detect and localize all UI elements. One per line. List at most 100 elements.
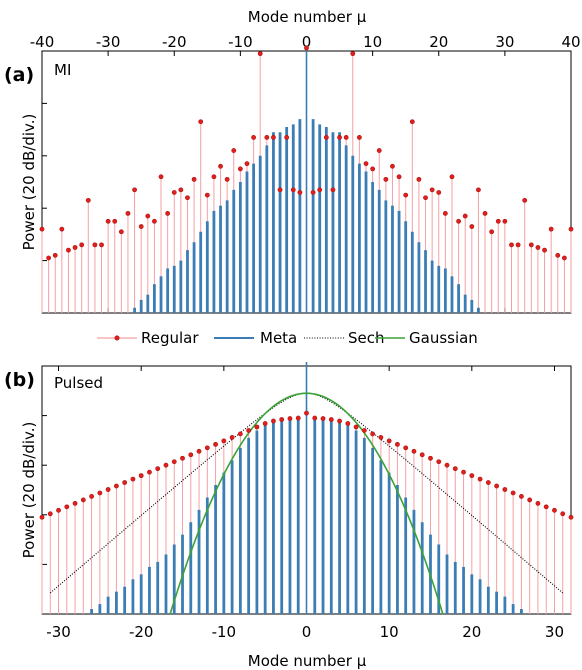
panel-a-regular-marker <box>99 242 104 248</box>
panel-a-regular-marker <box>396 174 402 180</box>
panel-a-regular-marker <box>284 135 290 140</box>
panel-a-regular-marker <box>456 218 461 224</box>
panel-b-xlabel: Mode number μ <box>248 652 367 670</box>
panel-b-regular-marker <box>105 487 111 492</box>
panel-b-regular-marker <box>39 514 45 520</box>
panel-a-regular-marker <box>112 218 118 224</box>
panel-a-meta-series <box>133 47 480 313</box>
panel-b-regular-marker <box>527 497 533 503</box>
panel-a-regular-marker <box>152 218 157 224</box>
panel-b-regular-marker <box>221 438 227 444</box>
panel-a-regular-marker <box>509 242 514 248</box>
panel-b-regular-marker <box>436 459 442 465</box>
panel-b-regular-marker <box>72 500 78 506</box>
panel-b-regular-marker <box>395 441 400 447</box>
panel-a-regular-marker <box>495 218 501 224</box>
legend-label-gaussian: Gaussian <box>409 329 478 347</box>
panel-b-regular-marker <box>312 415 318 421</box>
panel-a-regular-marker <box>390 163 395 169</box>
panel-a-regular-marker <box>165 211 171 216</box>
legend-label-regular: Regular <box>141 329 199 347</box>
panel-a-regular-marker <box>515 242 521 248</box>
panel-a-regular-marker <box>125 211 131 216</box>
panel-b-regular-marker <box>345 421 351 426</box>
panel-a-regular-marker <box>138 224 144 229</box>
panel-a-regular-marker <box>542 247 547 253</box>
panel-a-xtick-label: 40 <box>561 33 580 51</box>
panel-a-regular-marker <box>224 176 230 182</box>
panel-b-regular-marker <box>535 500 541 506</box>
panel-a-regular-marker <box>244 161 250 167</box>
panel-a-regular-marker <box>469 224 475 229</box>
panel-b-regular-marker <box>171 459 177 465</box>
panel-a-regular-marker <box>132 187 137 193</box>
panel-a-regular-marker <box>158 174 164 180</box>
panel-a-regular-marker <box>429 187 435 193</box>
panel-b-regular-marker <box>568 514 574 520</box>
panel-b-ylabel: Power (20 dB/div.) <box>20 422 38 559</box>
panel-a-regular-marker <box>317 187 323 193</box>
panel-b-regular-marker <box>271 418 276 424</box>
panel-a-regular-marker <box>271 135 276 140</box>
panel-a-xtick-label: 20 <box>429 33 448 51</box>
panel-a-regular-marker <box>39 226 45 232</box>
legend-item-gaussian: Gaussian <box>375 329 478 347</box>
panel-a-xtick-label: 30 <box>495 33 514 51</box>
panel-a-regular-marker <box>449 174 455 180</box>
panel-b-regular-marker <box>138 473 144 479</box>
panel-a-regular-marker <box>264 135 270 140</box>
panel-a-regular-marker <box>290 187 296 193</box>
panel-b-regular-marker <box>64 504 70 510</box>
panel-a-regular-marker <box>85 197 91 203</box>
panel-a-regular-marker <box>376 148 382 153</box>
panel-a-regular-marker <box>409 119 415 125</box>
panel-b-regular-marker <box>163 462 169 468</box>
panel-b-regular-marker <box>130 476 136 482</box>
panel-b-regular-marker <box>229 435 235 440</box>
panel-a-regular-markers <box>39 45 574 261</box>
panel-b-regular-marker <box>97 490 103 496</box>
panel-a-regular-marker <box>350 51 356 57</box>
panel-b-regular-marker <box>155 466 161 472</box>
panel-b-regular-marker <box>262 421 268 426</box>
panel-b-regular-marker <box>519 494 524 499</box>
panel-a-regular-marker <box>489 229 495 235</box>
panel-b-regular-marker <box>80 497 86 503</box>
panel-a-regular-marker <box>171 190 177 195</box>
panel-a-xtick-label: -40 <box>30 33 55 51</box>
panel-a-ylabel: Power (20 dB/div.) <box>20 114 38 251</box>
panel-b-regular-marker <box>510 490 516 496</box>
panel-a-regular-marker <box>178 187 184 193</box>
panel-b-regular-marker <box>113 483 119 489</box>
panel-a-regular-marker <box>92 242 98 248</box>
panel-a-regular-marker <box>46 255 52 261</box>
panel-a-regular-marker <box>118 229 124 235</box>
panel-b-regular-marker <box>361 428 367 433</box>
panel-b-regular-marker <box>180 455 185 461</box>
panel-b-regular-marker <box>47 511 53 517</box>
panel-a-regular-marker <box>555 252 561 258</box>
panel-a-regular-marker <box>185 195 190 201</box>
panel-a-regular-marker <box>59 226 65 232</box>
panel-a-xtick-label: 10 <box>363 33 382 51</box>
panel-b-regular-marker <box>320 416 326 421</box>
panel-b-regular-marker <box>237 431 243 437</box>
panel-a-xtick-label: -20 <box>162 33 187 51</box>
panel-b-regular-marker <box>428 455 433 461</box>
panel-a-regular-marker <box>561 255 567 261</box>
panel-a-regular-marker <box>548 226 554 232</box>
panel-b-xtick-label: 20 <box>462 623 481 641</box>
panel-a-regular-marker <box>257 51 263 57</box>
panel-b-regular-marker <box>254 424 260 430</box>
panel-a-xtick-label: -10 <box>228 33 253 51</box>
panel-b-regular-marker <box>295 415 301 421</box>
panel-b-gaussian-curve <box>169 392 444 615</box>
panel-b-regular-marker <box>213 441 218 447</box>
panel-b-pulsed: -30 -20 -10 0 10 20 30 Mode number μ Power (20… <box>4 362 574 670</box>
panel-b-regular-marker <box>353 424 359 430</box>
panel-b-regular-marker <box>246 428 252 433</box>
panel-a-regular-marker <box>356 135 362 140</box>
panel-a-regular-marker <box>482 211 488 216</box>
panel-b-regular-marker <box>502 487 508 492</box>
